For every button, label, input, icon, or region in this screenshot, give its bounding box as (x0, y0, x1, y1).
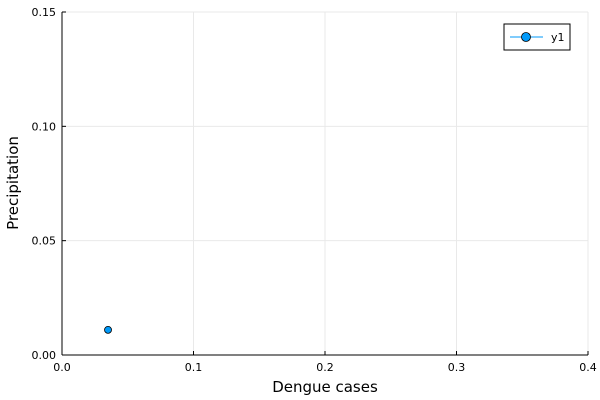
y-tick-label: 0.00 (32, 349, 57, 362)
x-ticks: 0.0 0.1 0.2 0.3 0.4 (53, 351, 597, 374)
x-tick-label: 0.3 (448, 361, 466, 374)
legend: y1 (503, 23, 571, 51)
data-point (104, 325, 112, 334)
x-tick-label: 0.2 (316, 361, 334, 374)
y-axis-title: Precipitation (4, 136, 22, 230)
y-tick-label: 0.15 (32, 6, 57, 19)
x-tick-label: 0.4 (579, 361, 597, 374)
y-ticks: 0.00 0.05 0.10 0.15 (32, 6, 66, 362)
data-points (104, 325, 112, 334)
x-axis-title: Dengue cases (272, 378, 378, 396)
x-tick-label: 0.0 (53, 361, 71, 374)
x-tick-label: 0.1 (185, 361, 203, 374)
legend-marker-swatch (521, 32, 531, 42)
legend-label: y1 (551, 31, 565, 44)
y-tick-label: 0.05 (32, 235, 57, 248)
y-tick-label: 0.10 (32, 120, 57, 133)
grid (61, 11, 589, 356)
